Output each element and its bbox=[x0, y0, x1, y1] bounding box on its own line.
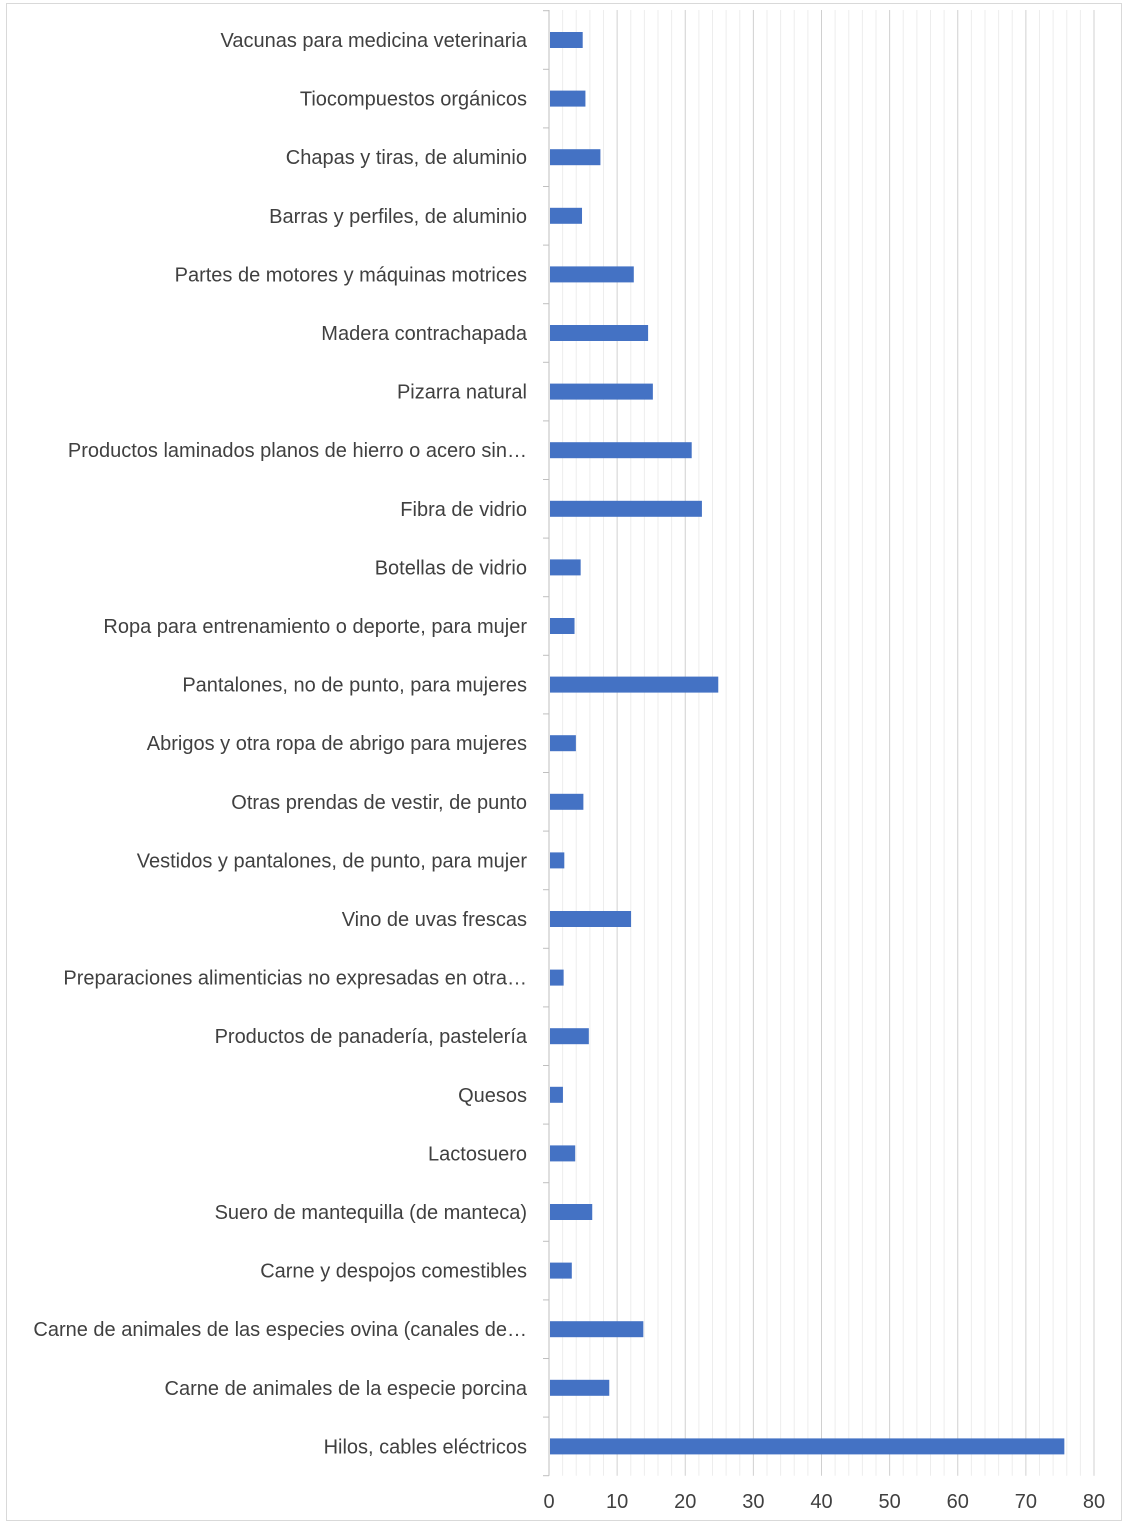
bar bbox=[550, 90, 586, 107]
category-label: Carne y despojos comestibles bbox=[260, 1261, 527, 1283]
bar bbox=[550, 32, 583, 48]
bar bbox=[550, 618, 575, 634]
category-label: Vestidos y pantalones, de punto, para mu… bbox=[137, 850, 528, 872]
category-label: Otras prendas de vestir, de punto bbox=[231, 792, 527, 814]
category-label: Madera contrachapada bbox=[321, 323, 528, 345]
axes bbox=[543, 10, 550, 1477]
x-tick-label: 0 bbox=[543, 1491, 554, 1513]
bar bbox=[550, 676, 719, 693]
category-label: Productos de panadería, pastelería bbox=[215, 1026, 528, 1048]
x-tick-label: 80 bbox=[1083, 1491, 1105, 1513]
x-tick-label: 60 bbox=[947, 1491, 969, 1513]
category-label: Ropa para entrenamiento o deporte, para … bbox=[103, 616, 527, 638]
bar bbox=[550, 500, 702, 517]
bar bbox=[550, 325, 649, 341]
bar bbox=[550, 1379, 610, 1396]
category-label: Carne de animales de las especies ovina … bbox=[33, 1319, 527, 1341]
category-label: Productos laminados planos de hierro o a… bbox=[68, 440, 527, 462]
category-label: Vacunas para medicina veterinaria bbox=[221, 30, 528, 52]
category-labels: Vacunas para medicina veterinaria Tiocomp… bbox=[33, 30, 527, 1458]
category-label: Abrigos y otra ropa de abrigo para mujer… bbox=[147, 733, 527, 755]
bar bbox=[550, 1028, 589, 1045]
bar bbox=[550, 149, 601, 166]
bar bbox=[550, 1262, 572, 1279]
bar bbox=[550, 559, 581, 576]
bars bbox=[550, 32, 1065, 1455]
x-tick-label: 30 bbox=[742, 1491, 764, 1513]
category-label: Tiocompuestos orgánicos bbox=[300, 89, 527, 111]
bar bbox=[550, 969, 564, 986]
bar bbox=[550, 1438, 1065, 1455]
category-label: Fibra de vidrio bbox=[400, 499, 527, 521]
bar bbox=[550, 911, 632, 927]
bar bbox=[550, 442, 692, 459]
x-tick-label: 20 bbox=[674, 1491, 696, 1513]
x-tick-label: 10 bbox=[606, 1491, 628, 1513]
x-tick-labels: 0 10 20 30 40 50 60 70 80 bbox=[543, 1491, 1105, 1513]
category-label: Carne de animales de la especie porcina bbox=[165, 1378, 528, 1400]
bar bbox=[550, 266, 634, 283]
category-label: Chapas y tiras, de aluminio bbox=[286, 147, 527, 169]
category-label: Pizarra natural bbox=[397, 382, 527, 404]
category-label: Vino de uvas frescas bbox=[342, 909, 527, 931]
gridlines bbox=[562, 10, 1095, 1476]
bar bbox=[550, 1145, 576, 1162]
bar bbox=[550, 852, 565, 869]
bar bbox=[550, 1321, 644, 1338]
x-tick-label: 70 bbox=[1015, 1491, 1037, 1513]
category-label: Partes de motores y máquinas motrices bbox=[175, 264, 527, 286]
category-label: Pantalones, no de punto, para mujeres bbox=[182, 675, 527, 697]
x-tick-label: 40 bbox=[810, 1491, 832, 1513]
category-label: Hilos, cables eléctricos bbox=[324, 1436, 527, 1458]
bar bbox=[550, 735, 576, 752]
category-label: Preparaciones alimenticias no expresadas… bbox=[63, 968, 527, 990]
bar bbox=[550, 793, 584, 810]
category-label: Barras y perfiles, de aluminio bbox=[269, 206, 527, 228]
bar bbox=[550, 383, 653, 400]
bar bbox=[550, 1204, 593, 1220]
category-label: Quesos bbox=[458, 1085, 527, 1107]
bar bbox=[550, 207, 583, 224]
x-tick-label: 50 bbox=[879, 1491, 901, 1513]
bar bbox=[550, 1086, 563, 1103]
category-label: Suero de mantequilla (de manteca) bbox=[215, 1202, 527, 1224]
category-label: Lactosuero bbox=[428, 1143, 527, 1165]
category-label: Botellas de vidrio bbox=[375, 557, 527, 579]
